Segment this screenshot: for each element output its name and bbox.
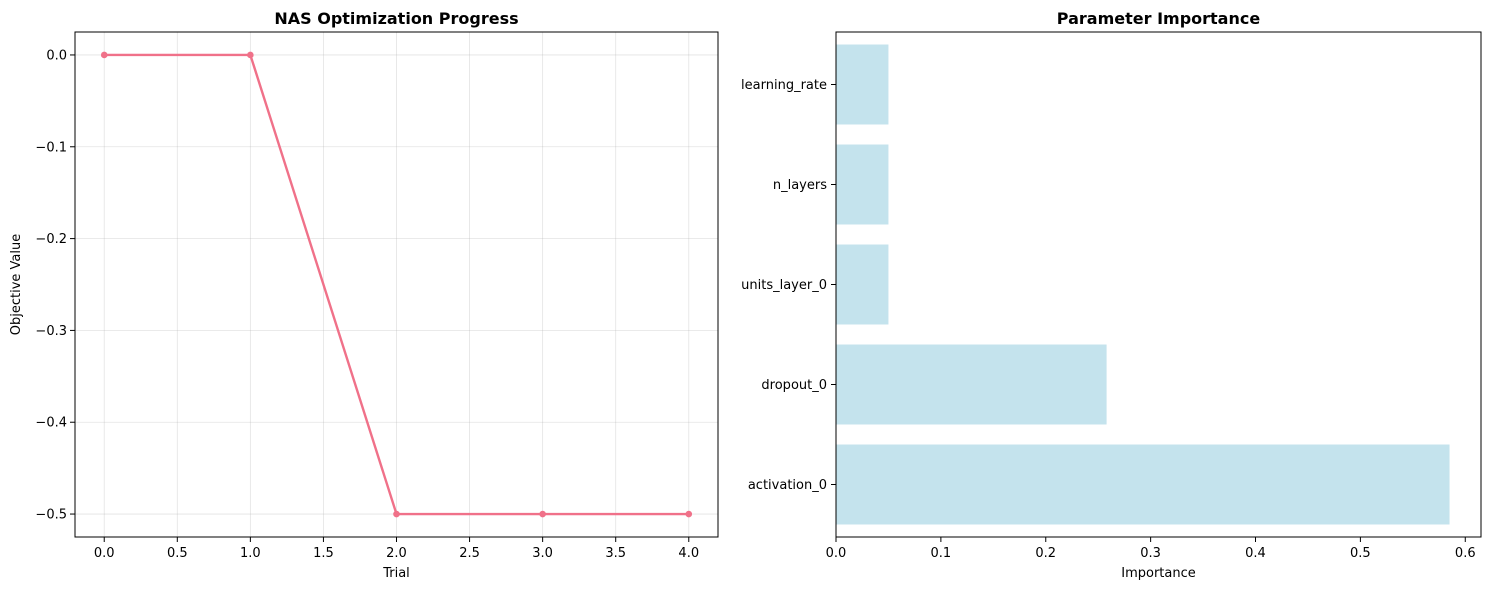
data-point	[685, 510, 693, 518]
x-tick-label: 0.1	[931, 546, 952, 561]
bar-chart-parameter-importance: 0.0 0.1 0.2 0.3 0.4 0.5 0.6 activation_0 dropou…	[741, 9, 1482, 581]
x-tick-label: 2.0	[386, 546, 407, 561]
category-label: units_layer_0	[741, 278, 827, 293]
data-point	[100, 51, 108, 59]
line-chart-y-ticks: 0.0 −0.1 −0.2 −0.3 −0.4 −0.5	[35, 48, 75, 523]
data-point	[393, 510, 400, 518]
x-tick-label: 0.6	[1455, 546, 1476, 561]
x-tick-label: 2.5	[459, 546, 480, 561]
bar-chart-title: Parameter Importance	[1057, 9, 1261, 28]
y-tick-label: −0.2	[35, 232, 67, 247]
bar-chart-marks	[836, 44, 1450, 525]
category-label: activation_0	[748, 478, 827, 493]
line-chart-x-ticks: 0.0 0.5 1.0 1.5 2.0 2.5 3.0 3.5 4.0	[94, 537, 699, 561]
line-chart-optimization-progress: 0.0 0.5 1.0 1.5 2.0 2.5 3.0 3.5 4.0 0.0 −0.1 −0.2 −…	[9, 9, 719, 581]
x-tick-label: 3.5	[605, 546, 626, 561]
x-tick-label: 0.5	[167, 546, 188, 561]
category-label: learning_rate	[741, 78, 827, 93]
y-tick-label: −0.3	[35, 324, 67, 339]
x-tick-label: 0.2	[1035, 546, 1056, 561]
x-tick-label: 0.3	[1140, 546, 1161, 561]
line-chart-y-label: Objective Value	[9, 234, 24, 335]
bar-chart-x-label: Importance	[1121, 566, 1196, 581]
bar	[836, 144, 889, 225]
x-tick-label: 3.0	[532, 546, 553, 561]
x-tick-label: 0.0	[94, 546, 115, 561]
category-label: dropout_0	[761, 378, 827, 393]
line-chart-x-label: Trial	[382, 566, 410, 581]
x-tick-label: 0.4	[1245, 546, 1266, 561]
x-tick-label: 0.5	[1350, 546, 1371, 561]
y-tick-label: −0.1	[35, 140, 67, 155]
bar-chart-x-ticks: 0.0 0.1 0.2 0.3 0.4 0.5 0.6	[826, 537, 1476, 561]
x-tick-label: 0.0	[826, 546, 847, 561]
bar	[836, 44, 889, 125]
data-point	[539, 510, 546, 518]
line-chart-marks	[100, 51, 693, 518]
bar	[836, 344, 1107, 425]
y-tick-label: −0.5	[35, 508, 67, 523]
data-point	[247, 51, 254, 59]
x-tick-label: 1.5	[313, 546, 334, 561]
y-tick-label: −0.4	[35, 416, 67, 431]
bar	[836, 244, 889, 325]
category-label: n_layers	[773, 178, 827, 193]
line-chart-grid	[75, 32, 718, 537]
line-chart-title: NAS Optimization Progress	[274, 9, 518, 28]
x-tick-label: 1.0	[240, 546, 261, 561]
y-tick-label: 0.0	[46, 48, 67, 63]
bar	[836, 444, 1450, 525]
bar-chart-category-labels: activation_0 dropout_0 units_layer_0 n_laye…	[741, 78, 836, 493]
x-tick-label: 4.0	[678, 546, 699, 561]
